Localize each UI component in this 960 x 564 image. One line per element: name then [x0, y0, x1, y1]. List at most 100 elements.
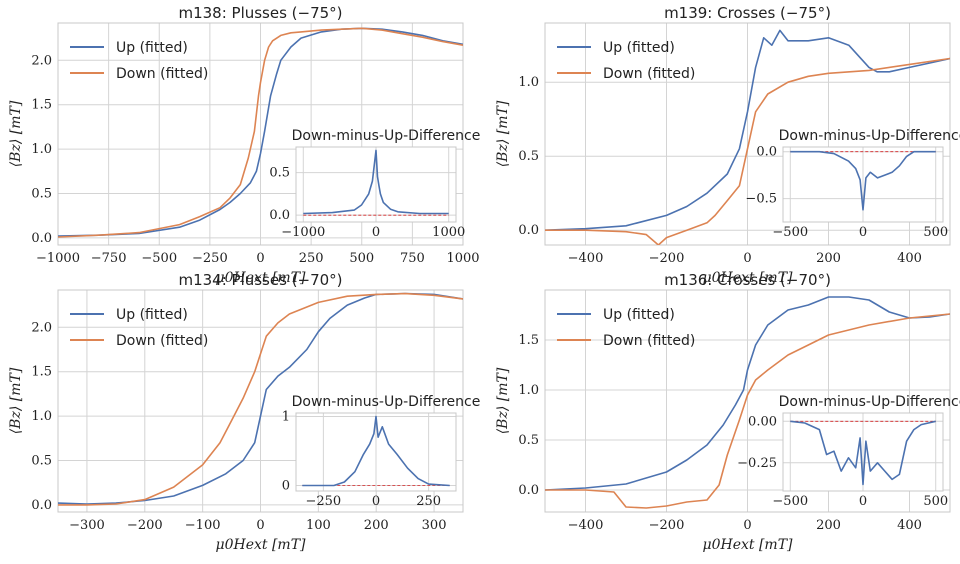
- down-series-line: [545, 313, 950, 509]
- x-tick-label: −200: [127, 518, 163, 533]
- legend-up-label: Up (fitted): [116, 307, 188, 323]
- inset-plot: Down-minus-Up-Difference −250 0 250 0 1: [282, 394, 481, 509]
- y-tick-label: 1.5: [31, 365, 52, 380]
- subplot: m134: Plusses (−70°) −300 −200 −100 0 100 200 3…: [8, 271, 480, 553]
- x-tick-label: 1000: [446, 251, 479, 266]
- x-tick-label: −400: [568, 251, 604, 266]
- y-tick-label: 0.5: [31, 186, 52, 201]
- y-tick-label: 1.0: [31, 142, 52, 157]
- inset-title: Down-minus-Up-Difference: [292, 128, 481, 144]
- x-tick-label: 0: [256, 518, 264, 533]
- x-tick-label: 200: [816, 518, 841, 533]
- inset-title: Down-minus-Up-Difference: [779, 394, 960, 410]
- plot-frame: [544, 289, 951, 513]
- legend-up-label: Up (fitted): [603, 307, 675, 323]
- x-tick-label: −500: [772, 494, 808, 509]
- y-tick-label: 0.5: [31, 453, 52, 468]
- y-tick-label: 0: [282, 478, 290, 493]
- x-tick-label: −200: [649, 518, 685, 533]
- inset-title: Down-minus-Up-Difference: [292, 394, 481, 410]
- x-tick-label: −1000: [281, 225, 325, 240]
- subplot-title: m138: Plusses (−75°): [178, 4, 342, 22]
- legend-down-label: Down (fitted): [603, 66, 695, 82]
- x-tick-label: 500: [349, 251, 374, 266]
- subplot: m138: Plusses (−75°) −1000 −750 −500 −250 0 25…: [8, 4, 480, 286]
- subplot: m136: Crosses (−70°) −400 −200 0 200 400 0.0 0.…: [495, 271, 960, 553]
- x-tick-label: 500: [923, 225, 948, 240]
- legend-down-label: Down (fitted): [116, 333, 208, 349]
- up-series-line: [58, 292, 463, 505]
- y-tick-label: 1.5: [518, 333, 539, 348]
- y-tick-label: 1.0: [31, 409, 52, 424]
- y-axis-label: ⟨Bz⟩ [mT]: [8, 100, 24, 167]
- inset-frame: [782, 146, 944, 223]
- legend: Up (fitted) Down (fitted): [70, 307, 208, 349]
- y-tick-label: 2.0: [31, 53, 52, 68]
- x-tick-label: 0: [743, 251, 751, 266]
- down-series-line: [58, 292, 463, 506]
- x-tick-label: −400: [568, 518, 604, 533]
- y-tick-label: 0.0: [269, 208, 290, 223]
- difference-series-line: [302, 415, 450, 487]
- y-tick-label: 0.0: [31, 498, 52, 513]
- y-tick-label: 0.0: [31, 231, 52, 246]
- x-tick-label: 400: [897, 518, 922, 533]
- down-series-line: [58, 27, 463, 238]
- subplot-title: m139: Crosses (−75°): [664, 4, 831, 22]
- x-tick-label: 1000: [432, 225, 465, 240]
- x-tick-label: 300: [422, 518, 447, 533]
- plot-frame: [544, 22, 951, 246]
- x-tick-label: −750: [91, 251, 127, 266]
- x-tick-label: −250: [306, 494, 342, 509]
- legend: Up (fitted) Down (fitted): [70, 40, 208, 82]
- x-tick-label: 0: [372, 225, 380, 240]
- x-tick-label: 250: [299, 251, 324, 266]
- x-tick-label: −200: [649, 251, 685, 266]
- y-tick-label: 2.0: [31, 320, 52, 335]
- difference-series-line: [303, 149, 449, 215]
- y-tick-label: 0.0: [518, 483, 539, 498]
- y-tick-label: 0.5: [269, 166, 290, 181]
- x-tick-label: 750: [400, 251, 425, 266]
- plot-frame: [57, 289, 464, 513]
- inset-plot: Down-minus-Up-Difference −1000 0 1000 0.0 0.5: [269, 128, 480, 240]
- legend-down-label: Down (fitted): [603, 333, 695, 349]
- y-axis-label: ⟨Bz⟩ [mT]: [495, 367, 511, 434]
- inset-frame: [295, 412, 457, 492]
- legend: Up (fitted) Down (fitted): [557, 40, 695, 82]
- x-tick-label: 200: [364, 518, 389, 533]
- x-tick-label: −500: [141, 251, 177, 266]
- y-tick-label: 0.00: [748, 414, 777, 429]
- y-tick-label: 0.0: [518, 223, 539, 238]
- x-tick-label: 0: [743, 518, 751, 533]
- y-tick-label: 1.5: [31, 98, 52, 113]
- subplot-title: m134: Plusses (−70°): [178, 271, 342, 289]
- y-tick-label: −0.5: [745, 192, 777, 207]
- y-axis-label: ⟨Bz⟩ [mT]: [8, 367, 24, 434]
- y-tick-label: 1: [282, 409, 290, 424]
- legend-up-label: Up (fitted): [603, 40, 675, 56]
- inset-frame: [295, 146, 457, 223]
- y-tick-label: −0.25: [737, 456, 777, 471]
- up-series-line: [58, 27, 463, 237]
- y-tick-label: 0.5: [518, 149, 539, 164]
- x-tick-label: 0: [859, 494, 867, 509]
- y-tick-label: 1.0: [518, 383, 539, 398]
- x-tick-label: 250: [416, 494, 441, 509]
- legend-up-label: Up (fitted): [116, 40, 188, 56]
- inset-frame: [782, 412, 944, 492]
- y-axis-label: ⟨Bz⟩ [mT]: [495, 100, 511, 167]
- x-tick-label: 100: [306, 518, 331, 533]
- x-axis-label: μ0Hext [mT]: [702, 537, 793, 553]
- x-tick-label: −300: [69, 518, 105, 533]
- down-series-line: [545, 57, 950, 245]
- x-tick-label: −500: [772, 225, 808, 240]
- subplot-title: m136: Crosses (−70°): [664, 271, 831, 289]
- x-axis-label: μ0Hext [mT]: [215, 537, 306, 553]
- x-tick-label: −100: [185, 518, 221, 533]
- plot-frame: [57, 22, 464, 246]
- inset-title: Down-minus-Up-Difference: [779, 128, 960, 144]
- legend: Up (fitted) Down (fitted): [557, 307, 695, 349]
- x-tick-label: 0: [859, 225, 867, 240]
